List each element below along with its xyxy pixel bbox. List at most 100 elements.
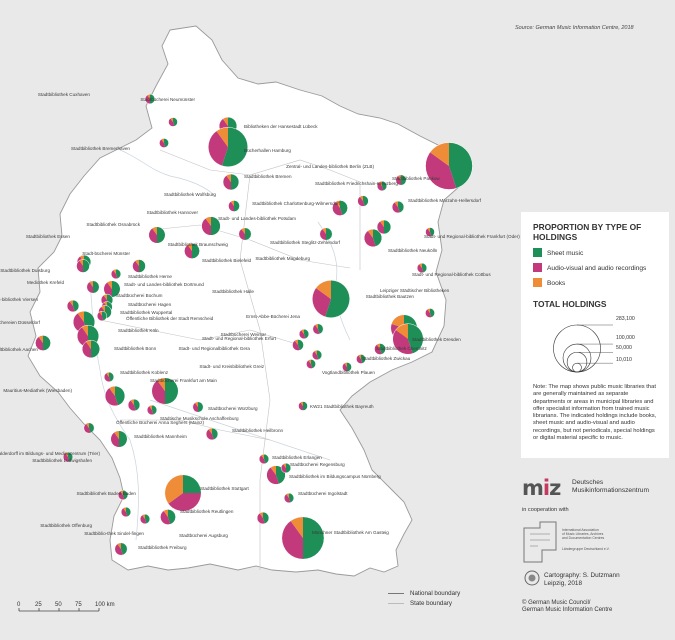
pie-slice: [429, 142, 449, 166]
pie-outline: [164, 474, 202, 512]
pie-slice: [113, 269, 116, 274]
label-stadtbibliothek-aachen: Stadtbibliothek Aachen: [0, 347, 38, 352]
pie-slice: [140, 515, 147, 524]
label-stadtbibliothek-friedrichshain-kreuzberg: Stadtbibliothek Friedrichshain-Kreuzberg: [315, 181, 398, 186]
pie-slice: [81, 325, 88, 336]
label-stadtbuchereien-dusseldorf: Stadtbüchereien Düsseldorf: [0, 320, 41, 325]
pie-outline: [395, 174, 407, 186]
pie-slice: [208, 131, 228, 166]
pie-albert-vigoleis-thelen-stadt-bibliothek-viersen: [66, 299, 80, 313]
pie-stadtbibliothek-steglitz-zehlendorf: [363, 228, 383, 248]
label-stadtische-musikschule-aschaffenburg: Städtische Musikschule Aschaffenburg: [160, 416, 239, 421]
pie-slice: [377, 182, 384, 191]
pie-slice: [139, 259, 146, 273]
label-stadtbucherei-ingolstadt: Stadtbücherei Ingolstadt: [298, 491, 348, 496]
pie-outline: [312, 323, 324, 335]
pie-stadt-und-regional-bibliothek-frankfurt-oder: [425, 227, 435, 237]
label-albert-vigoleis-thelen-stadt-bibliothek-viersen: Albert Vigoleis Thelen Stadt-bibliothek …: [0, 297, 38, 302]
label-stadtbibliothek-cuxhaven: Stadtbibliothek Cuxhaven: [38, 92, 91, 97]
pie-slice: [184, 244, 192, 259]
label-stadtbucherei-bochum: Stadtbücherei Bochum: [116, 293, 163, 298]
pie-slice: [83, 259, 90, 273]
pie-slice: [147, 406, 154, 415]
pie-slice: [332, 201, 343, 216]
pie-slice: [380, 343, 386, 355]
pie-stadtbibliothek-freiburg: [114, 542, 128, 556]
pie-slice: [103, 282, 112, 298]
pie-slice: [298, 339, 304, 351]
pie-outline: [356, 354, 366, 364]
scale-tick-75: 75: [75, 602, 82, 608]
scale-bar-graphic: 0 25 50 75 100 km: [17, 602, 115, 612]
swatch-sheet-music: [533, 248, 542, 257]
legend-title-line1: PROPORTION BY TYPE OF: [533, 222, 642, 232]
pie-slice: [68, 452, 73, 462]
pie-stadt-und-kreisbibliothek-greiz: [306, 359, 316, 369]
label-stadtbibliothek-essen: Stadtbibliothek Essen: [26, 234, 71, 239]
label-stadtbibliothek-erlangen: Stadtbibliothek Erlangen: [272, 455, 322, 460]
pie-stadt-und-regionalbibliothek-gera: [311, 349, 323, 361]
label-leipziger-stadtischer-bibliotheken: Leipziger Städtischer Bibliotheken: [380, 288, 450, 293]
pie-outline: [392, 323, 424, 355]
pie-slice: [357, 196, 365, 207]
pie-slice: [148, 228, 157, 244]
pie-slice: [294, 339, 298, 345]
pie-slice: [170, 117, 173, 122]
pie-slice: [261, 454, 264, 459]
pie-slice: [286, 493, 289, 498]
miz-name-line1: Deutsches: [572, 479, 604, 486]
size-circle-50000: [566, 351, 588, 373]
pie-stadtbibliothek-dresden: [392, 323, 424, 355]
pie-slice: [101, 305, 105, 312]
label-stadtbibliothek-bremerhaven: Stadtbibliothek Bremerhaven: [71, 146, 130, 151]
pie-outline: [256, 511, 270, 525]
pie-slice: [315, 280, 331, 299]
label-stadtbibliothek-baden-baden: Stadtbibliothek Baden-Baden: [76, 491, 136, 496]
pie-slice: [286, 463, 291, 473]
pie-slice: [130, 399, 134, 405]
pie-slice: [168, 118, 175, 127]
pie-stadtbibliothek-hannover: [201, 216, 221, 236]
pie-slice: [142, 514, 145, 519]
label-layer: Stadtbibliothek Cuxhaven Stadtbücherei Ne…: [0, 92, 520, 550]
size-label-283100: 283,100: [616, 316, 635, 322]
pie-outline: [146, 404, 158, 416]
pie-slice: [83, 423, 91, 434]
pie-slice: [115, 386, 125, 406]
carto-line2: Leipzig, 2018: [544, 580, 583, 587]
size-circle-283100: [553, 324, 601, 373]
label-bucherhallen-hamburg: Bücherhallen Hamburg: [244, 148, 291, 153]
label-vogtlandbibliothek-plauen: Vogtlandbibliothek Plauen: [322, 370, 375, 375]
pie-slice: [121, 542, 128, 555]
iaml-line1: International Association: [562, 528, 599, 532]
label-stadtbucherei-hagen: Stadtbücherei Hagen: [128, 302, 172, 307]
pie-outline: [228, 200, 240, 212]
copyright-line2: German Music Information Centre: [522, 607, 613, 614]
pie-slice: [35, 336, 43, 351]
label-stadtbibliothek-neukolln: Stadtbibliothek Neukölln: [388, 248, 438, 253]
label-stadtbucherei-wurzburg: Stadtbücherei Würzburg: [208, 406, 258, 411]
pie-slice: [312, 351, 319, 360]
pie-outline: [311, 349, 323, 361]
pie-slice: [314, 323, 318, 329]
miz-logo: miz: [522, 476, 561, 500]
label-stadtbibliothek-palais-walderdorff-im-bildungs-und-medienzentrum-trier: Stadtbibliothek Palais Walderdorff im Bi…: [0, 451, 100, 456]
pie-outline: [83, 422, 95, 434]
pie-slice: [284, 494, 291, 503]
label-stadtbibliothek-freiburg: Stadtbibliothek Freiburg: [138, 545, 187, 550]
pie-slice: [289, 493, 294, 503]
label-stadt-und-regional-bibliothek-frankfurt-oder: Stadt- und Regional-bibliothek Frankfurt…: [424, 234, 520, 239]
pie-slice: [216, 127, 228, 147]
state-boundary-label: State boundary: [410, 600, 452, 607]
legend-note: Note: The map shows public music librari…: [533, 384, 657, 442]
pie-outline: [139, 513, 151, 525]
pie-outline: [298, 401, 308, 411]
label-stadt-und-regional-bibliothek-cottbus: Stadt- und Regional-bibliothek Cottbus: [412, 272, 491, 277]
pie-slice: [398, 201, 404, 213]
pie-slice: [303, 401, 308, 411]
pie-stadtbibliothek-chemnitz: [374, 343, 386, 355]
pie-slice: [121, 508, 128, 517]
pie-slice: [152, 405, 157, 415]
pie-stadtbibliothek-reutlingen: [160, 509, 176, 525]
